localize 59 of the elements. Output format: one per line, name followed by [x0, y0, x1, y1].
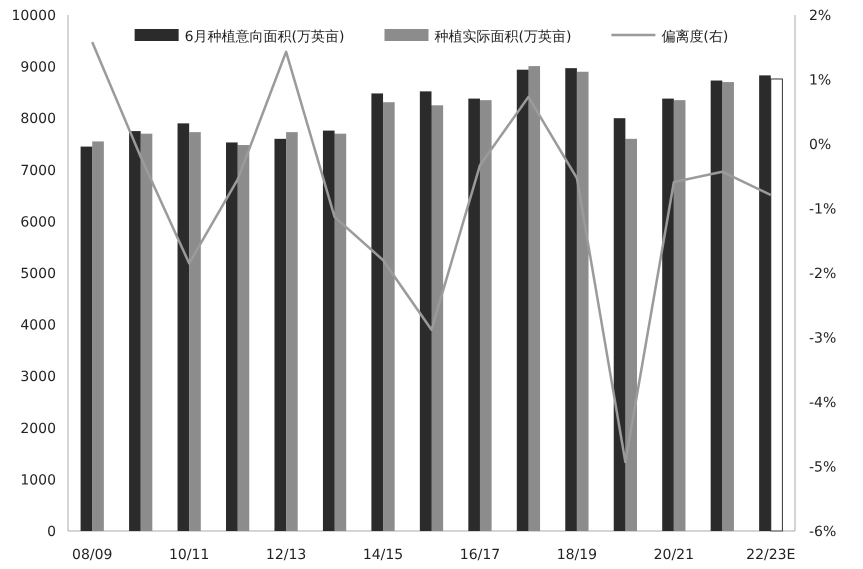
bar: [238, 145, 250, 531]
bar: [468, 98, 480, 531]
bar: [722, 82, 734, 531]
bar: [80, 146, 92, 531]
bar: [528, 66, 540, 531]
bar: [576, 72, 589, 531]
bar: [274, 138, 286, 531]
bar: [322, 130, 335, 531]
y-tick-label: 1000: [20, 472, 56, 488]
bar: [480, 100, 492, 531]
bar: [710, 80, 722, 531]
y-tick-label: 7000: [20, 162, 56, 179]
y2-tick-label: -1%: [809, 202, 836, 218]
y2-tick-label: 0%: [809, 137, 832, 153]
y-tick-label: 0: [47, 524, 56, 540]
y-tick-label: 8000: [20, 111, 56, 128]
bar: [371, 93, 384, 531]
legend-label: 偏离度(右): [661, 29, 728, 45]
bar: [286, 132, 298, 531]
bar: [178, 123, 190, 531]
bar: [420, 91, 432, 531]
y2-tick-label: 1%: [809, 72, 832, 88]
x-tick-label: 20/21: [654, 547, 694, 563]
y2-tick-label: -5%: [809, 460, 836, 476]
x-tick-label: 08/09: [72, 547, 112, 563]
bar: [92, 141, 104, 531]
bar: [565, 68, 577, 531]
bar: [383, 102, 395, 531]
y-tick-label: 2000: [20, 420, 56, 437]
x-tick-label: 22/23E: [746, 547, 796, 563]
x-tick-label: 12/13: [266, 547, 306, 563]
y-tick-label: 6000: [20, 214, 56, 230]
y-tick-label: 9000: [20, 60, 56, 76]
x-tick-label: 14/15: [362, 547, 404, 563]
y2-tick-label: -6%: [809, 524, 836, 540]
y2-tick-label: -4%: [809, 395, 836, 411]
bar: [674, 100, 686, 531]
bar: [625, 138, 637, 531]
bar: [614, 118, 626, 531]
legend-label: 6月种植意向面积(万英亩): [184, 29, 344, 45]
y-tick-label: 10000: [11, 8, 56, 24]
bar: [516, 70, 528, 531]
y2-tick-label: -3%: [809, 330, 836, 346]
bar: [226, 142, 238, 531]
y2-tick-label: 2%: [809, 8, 832, 24]
bar: [189, 132, 201, 531]
y-tick-label: 3000: [20, 369, 56, 386]
y-tick-label: 4000: [20, 318, 56, 334]
legend-label: 种植实际面积(万英亩): [434, 29, 572, 45]
y-tick-label: 5000: [20, 266, 56, 282]
bar: [129, 131, 141, 531]
bar: [334, 134, 346, 531]
x-tick-label: 18/19: [556, 547, 598, 563]
x-tick-label: 10/11: [168, 547, 210, 563]
bar: [432, 105, 444, 531]
bar: [662, 98, 674, 531]
bar: [140, 134, 152, 531]
x-tick-label: 16/17: [460, 547, 500, 563]
y2-tick-label: -2%: [809, 266, 836, 282]
